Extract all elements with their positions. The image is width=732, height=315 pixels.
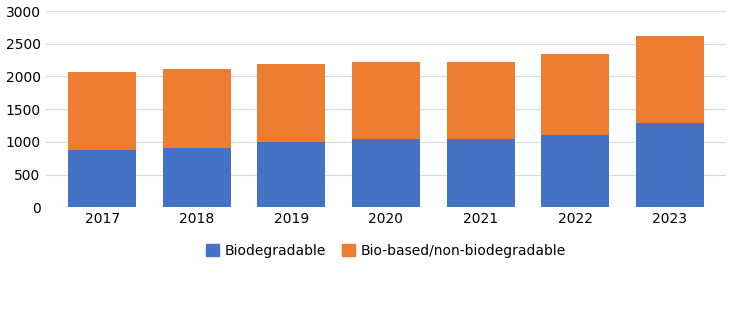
Bar — [163, 69, 231, 148]
Bar — [352, 62, 420, 139]
Bar — [68, 72, 136, 150]
Bar — [68, 150, 136, 207]
Bar — [258, 64, 326, 142]
Bar — [541, 135, 609, 207]
Bar — [635, 36, 703, 123]
Legend: Biodegradable, Bio-based/non-biodegradable: Biodegradable, Bio-based/non-biodegradab… — [201, 238, 571, 263]
Bar — [635, 123, 703, 207]
Bar — [258, 142, 326, 207]
Bar — [447, 62, 515, 139]
Bar — [447, 139, 515, 207]
Bar — [541, 54, 609, 135]
Bar — [352, 139, 420, 207]
Bar — [163, 148, 231, 207]
